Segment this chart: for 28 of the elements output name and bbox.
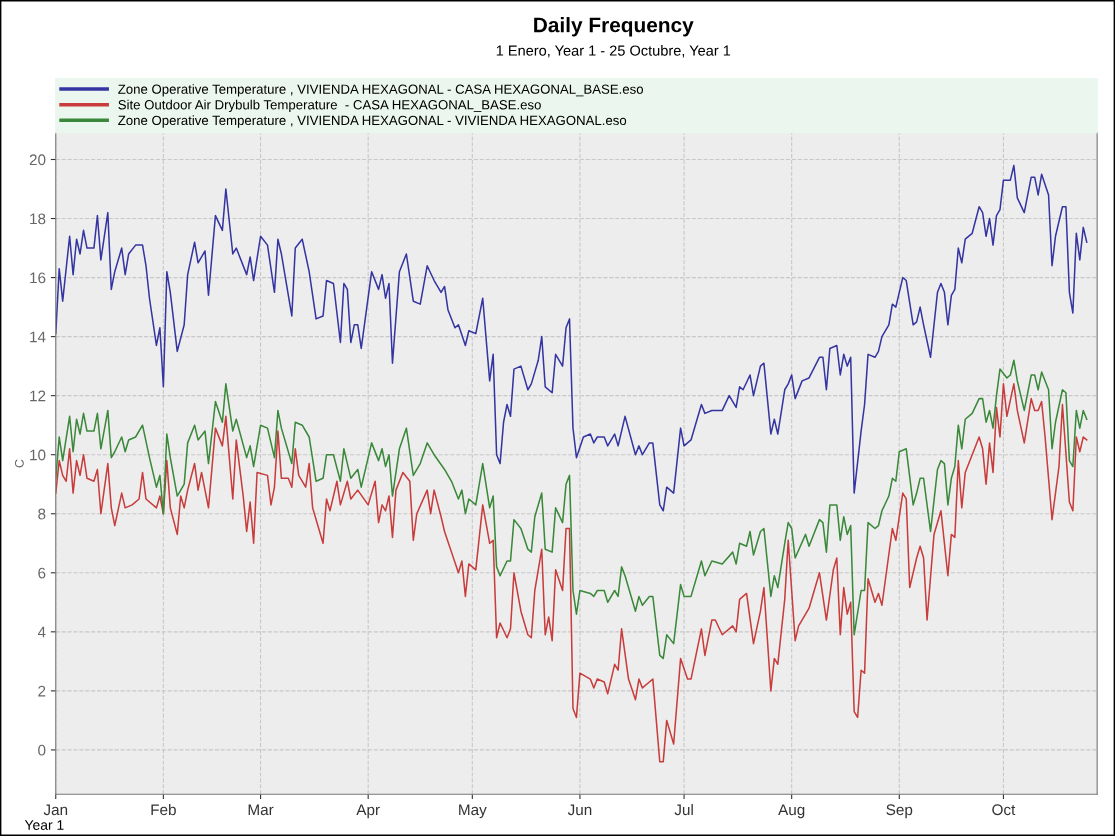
y-tick-label: 8: [38, 508, 46, 520]
y-tick-label: 0: [38, 744, 46, 756]
x-tick-label: Mar: [248, 804, 274, 816]
legend-label: Zone Operative Temperature , VIVIENDA HEXAGONAL - CASA HEXAGONAL_BASE.eso: [118, 84, 644, 97]
y-tick-label: 2: [38, 685, 46, 697]
x-tick-label: May: [459, 804, 487, 819]
x-tick-label: Feb: [151, 803, 176, 816]
y-tick-label: 6: [38, 567, 46, 579]
y-tick-label: 4: [37, 626, 46, 638]
y-tick-label: 14: [30, 331, 46, 343]
x-tick-label: Oct: [992, 804, 1016, 816]
y-tick-label: 16: [30, 272, 46, 284]
x-tick-label: Jun: [567, 804, 592, 816]
text: Year 1: [24, 820, 64, 830]
y-tick-label: 10: [30, 449, 46, 461]
legend-label: Site Outdoor Air Drybulb Temperature - CASA HEXAGONAL_BASE.eso: [118, 99, 541, 113]
x-tick-label: Jan: [43, 804, 68, 816]
x-tick-label: Jul: [674, 803, 693, 816]
legend-label: Zone Operative Temperature , VIVIENDA HEXAGONAL - VIVIENDA HEXAGONAL.eso: [118, 115, 627, 128]
x-tick-label: Sep: [886, 804, 913, 819]
y-axis-title: C: [14, 459, 24, 468]
x-tick-label: Apr: [356, 804, 380, 819]
chart-title: Daily Frequency: [534, 17, 694, 37]
y-tick-label: 20: [29, 154, 46, 166]
x-tick-label: Aug: [778, 804, 805, 819]
y-tick-label: 12: [30, 390, 46, 402]
y-tick-label: 18: [30, 213, 46, 225]
chart-subtitle: 1 Enero, Year 1 - 25 Octubre, Year 1: [496, 45, 731, 58]
